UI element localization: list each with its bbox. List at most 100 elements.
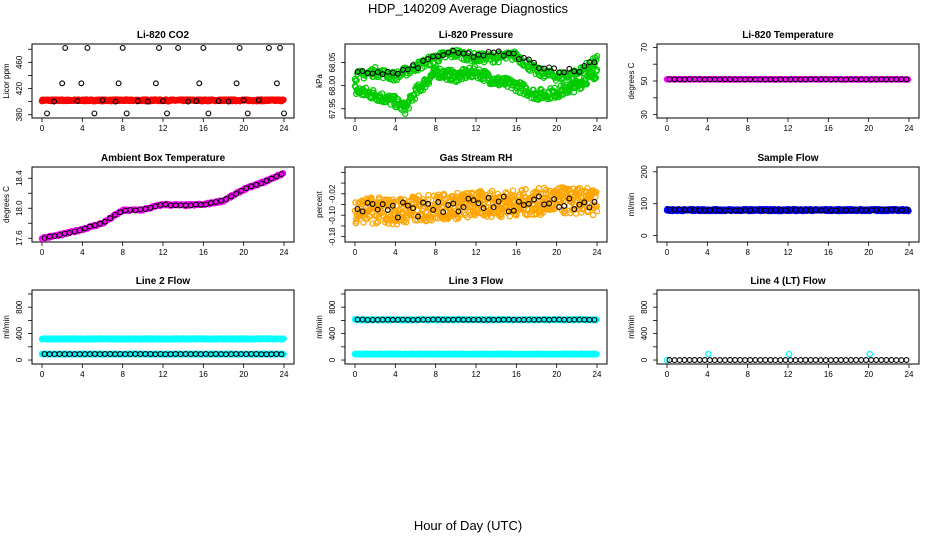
data-point [359, 68, 366, 75]
data-point [369, 201, 376, 208]
data-point [119, 44, 126, 51]
data-point [359, 208, 366, 215]
x-tick-label: 4 [393, 370, 398, 379]
data-point [156, 44, 162, 51]
x-tick-label: 0 [353, 248, 358, 257]
data-point [520, 54, 527, 61]
x-tick-label: 12 [472, 248, 481, 257]
data-point [200, 44, 207, 51]
data-point [51, 98, 58, 105]
y-axis-label: kPa [315, 74, 324, 88]
data-point [561, 202, 568, 209]
data-point [378, 209, 386, 216]
data-point [273, 173, 280, 180]
figure-title: HDP_140209 Average Diagnostics [368, 1, 568, 16]
series-average [44, 44, 287, 117]
x-tick-label: 8 [120, 124, 125, 133]
data-point [185, 98, 192, 105]
x-tick-label: 8 [745, 248, 750, 257]
data-point [225, 98, 232, 105]
data-point [353, 76, 360, 84]
data-point [152, 203, 159, 210]
data-point [374, 69, 381, 76]
series-average [41, 351, 285, 358]
data-point [281, 110, 287, 117]
y-tick-label: 800 [15, 300, 24, 314]
data-point [584, 185, 591, 192]
plot-area [351, 316, 600, 358]
y-tick-label: 400 [328, 326, 337, 340]
x-tick-label: 8 [745, 124, 750, 133]
data-point [584, 207, 592, 215]
data-point [470, 197, 477, 204]
y-tick-label: 70 [640, 42, 649, 51]
y-tick-label: 30 [640, 110, 649, 119]
x-tick-label: 16 [824, 124, 833, 133]
data-point [425, 200, 432, 207]
y-axis-label: degrees C [627, 62, 636, 99]
y-axis-label: ml/min [2, 315, 11, 339]
data-point [112, 98, 119, 105]
data-point [566, 65, 573, 72]
x-tick-label: 0 [353, 124, 358, 133]
data-point [498, 213, 505, 221]
plot-frame [656, 166, 920, 243]
y-tick-label: 0 [15, 357, 24, 362]
data-point [352, 199, 359, 206]
data-point [455, 208, 462, 215]
data-point [74, 98, 81, 104]
plot-area [351, 184, 601, 228]
data-point [576, 184, 583, 192]
data-point [223, 196, 229, 203]
series-raw-high [38, 335, 287, 343]
x-tick-label: 16 [512, 370, 521, 379]
series-average [666, 76, 910, 83]
x-tick-label: 0 [40, 370, 45, 379]
data-point [522, 84, 530, 92]
data-point [371, 64, 379, 71]
x-tick-label: 16 [199, 124, 208, 133]
data-point [379, 201, 386, 208]
data-point [240, 97, 247, 104]
data-point [443, 76, 451, 83]
data-point [66, 229, 73, 236]
data-point [378, 90, 386, 97]
data-point [81, 225, 88, 232]
x-tick-label: 24 [280, 124, 289, 133]
data-point [510, 207, 517, 214]
data-point [436, 195, 443, 202]
data-point [405, 105, 413, 112]
plot-area [351, 46, 601, 118]
data-point [490, 49, 497, 56]
data-point [470, 54, 477, 60]
data-point [147, 204, 154, 211]
x-tick-label: 12 [472, 370, 481, 379]
x-tick-label: 20 [864, 124, 873, 133]
data-point [152, 80, 159, 87]
x-tick-label: 12 [472, 124, 481, 133]
data-point [490, 204, 497, 211]
data-point [495, 58, 502, 66]
data-point [268, 175, 275, 182]
x-tick-label: 24 [905, 124, 914, 133]
panel-title: Line 3 Flow [449, 276, 504, 287]
data-point [238, 187, 245, 194]
data-point [591, 59, 598, 66]
panel-title: Sample Flow [757, 153, 818, 164]
data-point [583, 80, 590, 88]
data-point [450, 47, 457, 54]
data-point [278, 171, 285, 178]
data-point [586, 204, 593, 211]
data-point [419, 59, 427, 67]
data-point [263, 177, 270, 184]
data-point [379, 71, 386, 78]
panel-title: Li-820 CO2 [137, 30, 190, 41]
x-tick-label: 20 [552, 370, 561, 379]
data-point [115, 80, 122, 87]
data-point [566, 195, 573, 202]
x-tick-label: 16 [824, 248, 833, 257]
y-tick-label: 420 [15, 81, 24, 95]
data-point [495, 198, 502, 205]
data-point [426, 60, 434, 68]
x-tick-label: 20 [239, 124, 248, 133]
